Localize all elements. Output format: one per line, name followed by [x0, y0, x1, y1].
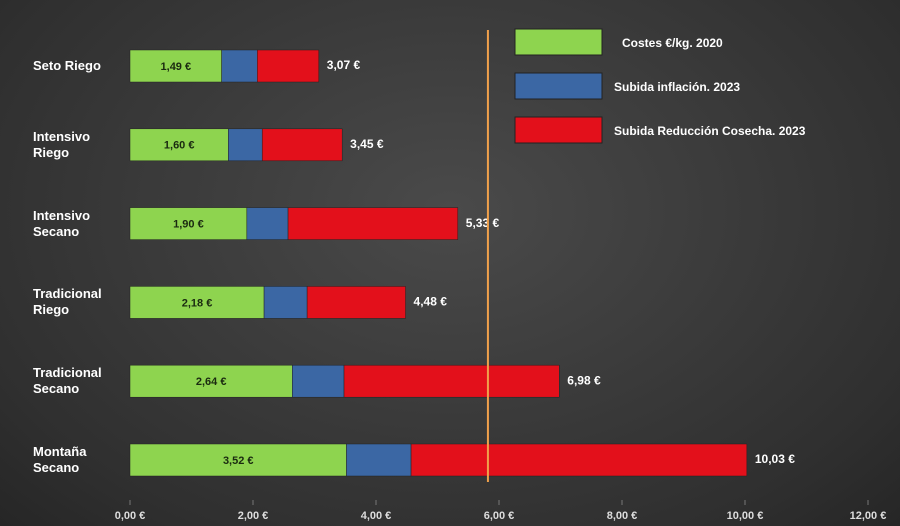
bar-value-label: 1,60 € [164, 140, 195, 152]
x-tick-label: 10,00 € [727, 510, 764, 522]
bar-segment [306, 286, 406, 319]
bar-segment [246, 207, 289, 240]
legend-label: Costes €/kg. 2020 [622, 36, 723, 50]
bar-value-label: 2,64 € [196, 376, 227, 388]
total-label: 4,48 € [414, 295, 448, 309]
total-label: 10,03 € [755, 452, 795, 466]
category-label: Intensivo Secano [33, 207, 91, 239]
category-label: Tradicional Riego [33, 286, 102, 318]
x-tick-label: 0,00 € [115, 510, 146, 522]
x-tick-label: 8,00 € [607, 510, 638, 522]
bar-segment [257, 49, 320, 83]
x-tick-label: 6,00 € [484, 510, 515, 522]
x-tick-label: 2,00 € [238, 510, 269, 522]
legend-swatch [514, 72, 603, 100]
bar-segment [129, 286, 265, 319]
x-tick-label: 12,00 € [850, 510, 887, 522]
bar-segment [228, 128, 263, 162]
category-label: Tradicional Secano [33, 365, 102, 397]
x-tick-label: 4,00 € [361, 510, 392, 522]
total-label: 5,33 € [466, 216, 500, 230]
legend-label: Subida Reducción Cosecha. 2023 [614, 124, 806, 138]
legend-swatch [514, 28, 603, 56]
bar-value-label: 2,18 € [182, 297, 213, 309]
bar-segment [292, 364, 345, 398]
bar-segment [129, 49, 222, 83]
bar-segment [346, 443, 412, 477]
total-label: 3,07 € [327, 58, 361, 72]
bar-segment [129, 207, 248, 240]
bar-segment [129, 364, 293, 398]
bar-segment [263, 286, 308, 319]
total-label: 3,45 € [350, 137, 384, 151]
bar-segment [343, 364, 560, 398]
bar-segment [410, 443, 748, 477]
bar-segment [261, 128, 343, 162]
legend-swatch [514, 116, 603, 144]
bar-value-label: 3,52 € [223, 455, 254, 467]
category-label: Montaña Secano [33, 444, 87, 475]
bar-value-label: 1,90 € [173, 219, 204, 231]
bar-segment [129, 443, 347, 477]
bar-segment [287, 207, 459, 240]
bar-segment [221, 49, 258, 83]
category-label: Intensivo Riego [33, 128, 91, 160]
bar-value-label: 1,49 € [161, 61, 192, 73]
bar-segment [129, 128, 229, 162]
category-label: Seto Riego [33, 58, 101, 73]
legend-label: Subida inflación. 2023 [614, 80, 740, 94]
total-label: 6,98 € [567, 373, 601, 387]
